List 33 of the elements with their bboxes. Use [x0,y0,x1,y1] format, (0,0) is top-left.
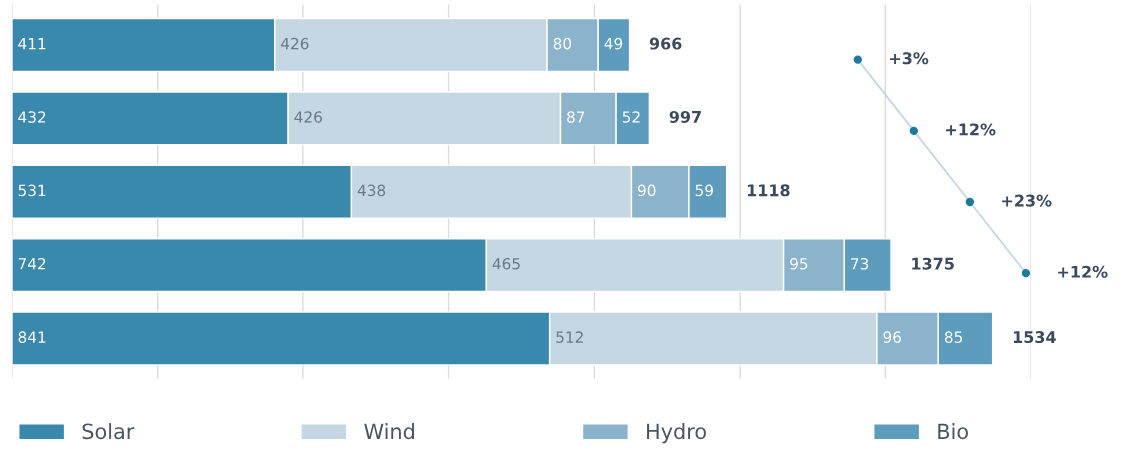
data-label: 90 [637,184,656,197]
annotation: +3% [890,52,929,65]
data-label: 438 [357,184,386,197]
data-label: 465 [492,257,520,270]
legend-label: Hydro [647,423,706,444]
data-label: 59 [695,184,713,197]
total-label: 1534 [1013,331,1056,344]
data-label: 87 [567,111,585,123]
data-label: 426 [294,111,322,123]
total-label: 997 [669,110,701,123]
data-label: 426 [281,37,309,50]
data-label: 49 [604,37,623,50]
annotation: +23% [1002,194,1052,207]
data-label: 432 [18,111,46,123]
text: +12% [1058,265,1108,278]
legend-label: Bio [938,423,968,440]
data-label: 73 [851,257,869,270]
data-label: 96 [883,331,901,343]
legend-label: Solar [82,423,135,440]
data-label: 512 [556,331,583,343]
data-label: 80 [553,37,572,50]
data-label: 531 [18,184,46,197]
legend-label: Wind [364,423,414,440]
total-label: 1118 [747,184,790,197]
annotation: +12% [946,123,996,136]
total-label: 1375 [912,257,954,270]
data-label: 742 [18,257,46,270]
data-label: 85 [944,331,962,343]
data-label: 411 [18,38,46,50]
data-label: 841 [18,331,46,343]
total-label: 966 [649,37,682,50]
data-label: 52 [622,111,640,123]
data-label: 95 [790,257,808,270]
